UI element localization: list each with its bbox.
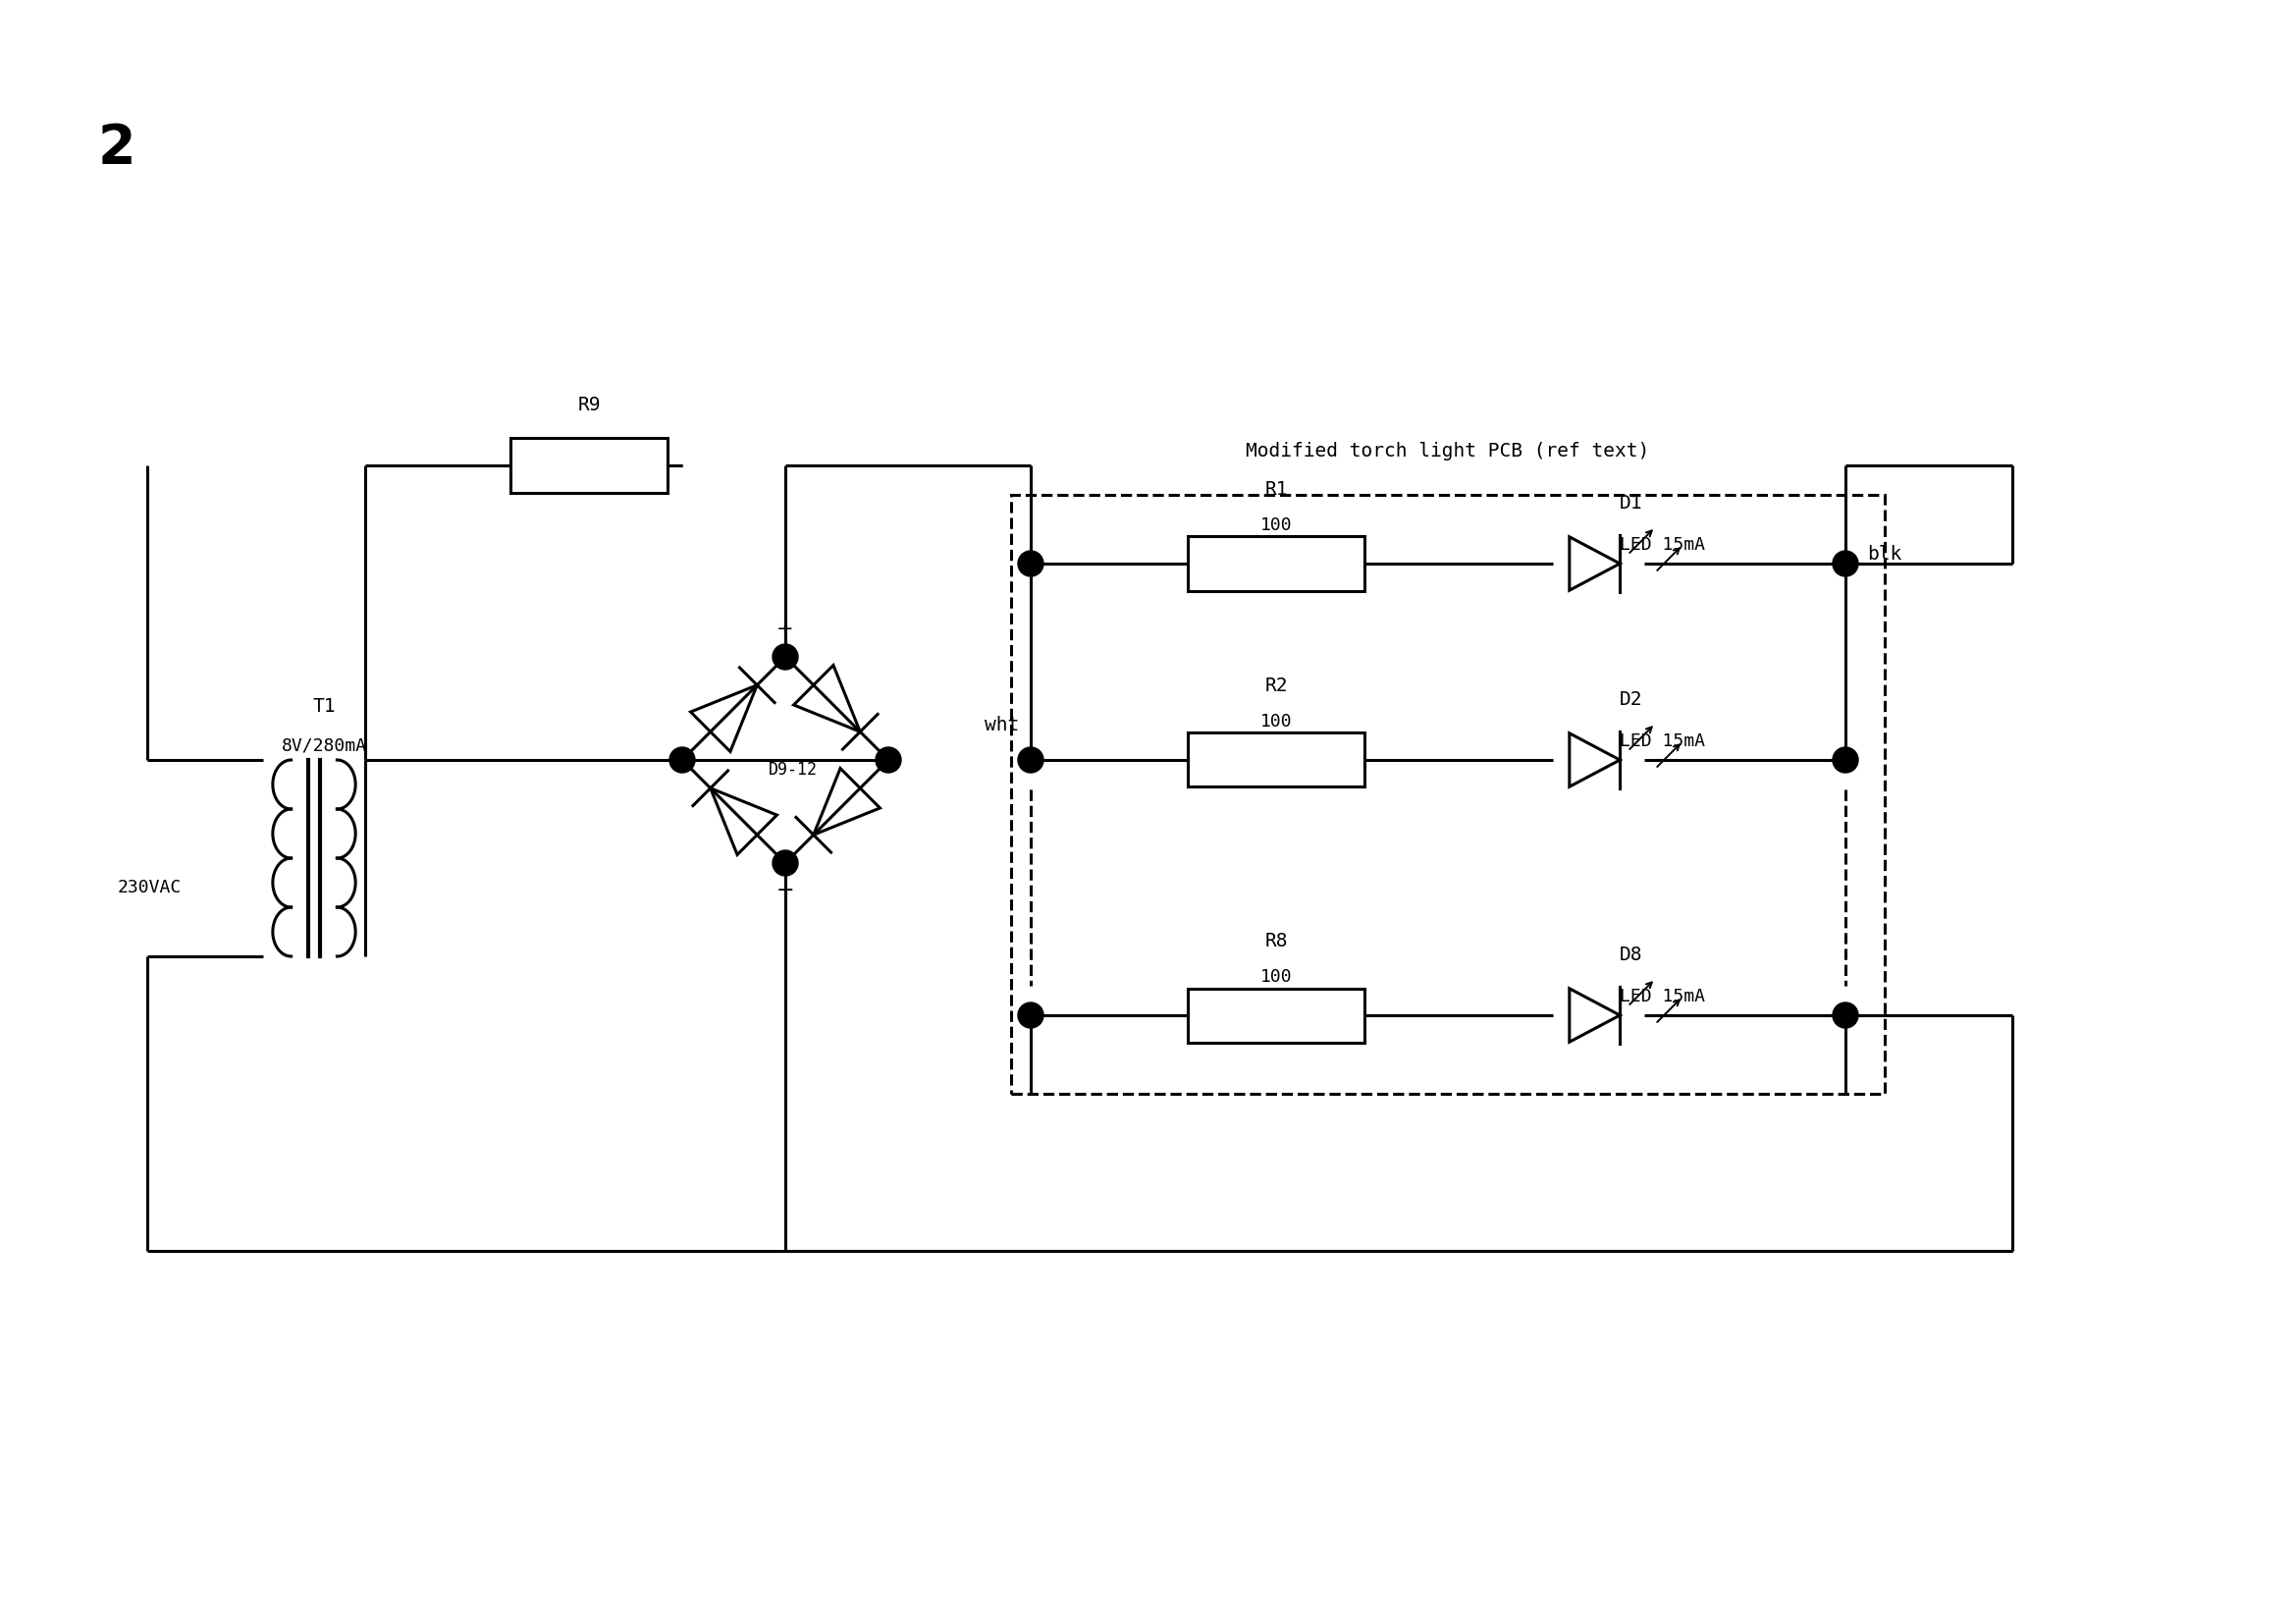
Circle shape <box>1017 747 1042 773</box>
Circle shape <box>1017 551 1042 577</box>
Text: 230VAC: 230VAC <box>117 879 181 896</box>
Circle shape <box>771 851 799 875</box>
Text: LED 15mA: LED 15mA <box>1619 987 1706 1005</box>
Text: D9-12: D9-12 <box>769 762 817 778</box>
Bar <box>1187 536 1364 591</box>
Text: LED 15mA: LED 15mA <box>1619 536 1706 554</box>
Text: T1: T1 <box>312 697 335 716</box>
Text: 100: 100 <box>1261 968 1293 986</box>
Text: LED 15mA: LED 15mA <box>1619 732 1706 750</box>
Text: R9: R9 <box>576 396 602 414</box>
Circle shape <box>875 747 900 773</box>
Circle shape <box>1832 1002 1857 1028</box>
Bar <box>1010 495 1885 1095</box>
Text: blk: blk <box>1867 544 1901 564</box>
Circle shape <box>1017 1002 1042 1028</box>
Text: D1: D1 <box>1619 494 1642 513</box>
Text: −: − <box>776 880 794 900</box>
Text: R8: R8 <box>1265 932 1288 952</box>
Text: D2: D2 <box>1619 690 1642 710</box>
Circle shape <box>670 747 696 773</box>
Text: Modified torch light PCB (ref text): Modified torch light PCB (ref text) <box>1247 442 1651 461</box>
Text: 18/0.5W: 18/0.5W <box>551 435 627 453</box>
Text: wht: wht <box>985 716 1019 736</box>
Bar <box>1187 732 1364 788</box>
Bar <box>510 438 668 492</box>
Text: R2: R2 <box>1265 677 1288 695</box>
Circle shape <box>771 645 799 669</box>
Text: +: + <box>776 619 794 640</box>
Text: D8: D8 <box>1619 945 1642 965</box>
Text: R1: R1 <box>1265 481 1288 499</box>
Text: 2: 2 <box>99 122 135 175</box>
Circle shape <box>1832 747 1857 773</box>
Text: 100: 100 <box>1261 516 1293 534</box>
Bar <box>1187 989 1364 1043</box>
Text: 100: 100 <box>1261 713 1293 731</box>
Circle shape <box>1832 551 1857 577</box>
Text: 8V/280mA: 8V/280mA <box>280 737 367 755</box>
